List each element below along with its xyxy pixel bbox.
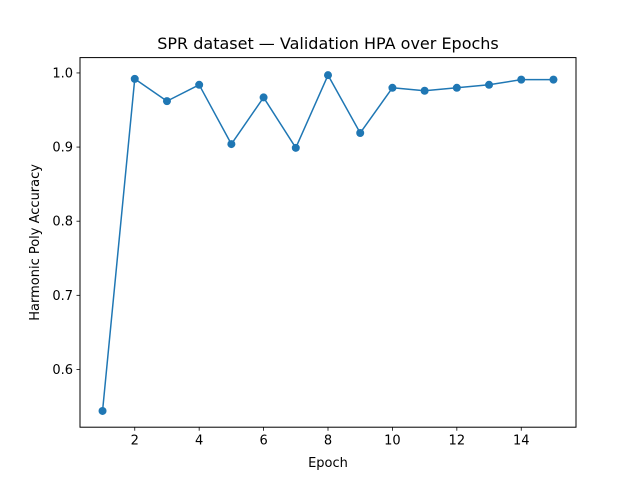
data-point [227, 140, 236, 149]
data-point [388, 83, 397, 92]
x-tick-label: 2 [131, 434, 139, 449]
data-point [98, 406, 107, 415]
data-point [162, 97, 171, 106]
data-point [195, 80, 204, 89]
ticks-layer: 2 4 6 8 10 12 14 0.6 0.7 0.8 0.9 1.0 [52, 66, 529, 448]
data-point [549, 75, 558, 84]
x-tick-label: 14 [513, 434, 530, 449]
data-point [356, 128, 365, 137]
x-tick-label: 6 [259, 434, 267, 449]
data-point [291, 143, 300, 152]
x-tick-label: 8 [324, 434, 332, 449]
data-point [452, 83, 461, 92]
data-point [420, 86, 429, 95]
y-tick-label: 0.6 [52, 363, 73, 378]
data-point [259, 93, 268, 102]
data-point [517, 75, 526, 84]
x-axis-label: Epoch [308, 456, 348, 471]
data-point [130, 74, 139, 83]
y-axis-label: Harmonic Poly Accuracy [28, 164, 43, 321]
data-point [324, 71, 332, 80]
chart-title: SPR dataset — Validation HPA over Epochs [157, 34, 499, 53]
x-tick-label: 4 [195, 434, 203, 449]
x-tick-label: 10 [384, 434, 401, 449]
series-layer [98, 71, 558, 415]
y-tick-label: 1.0 [52, 66, 73, 81]
data-point [485, 80, 494, 89]
y-tick-label: 0.7 [52, 289, 73, 304]
x-tick-label: 12 [449, 434, 466, 449]
y-tick-label: 0.9 [52, 141, 73, 156]
plot-frame [79, 57, 577, 428]
y-tick-label: 0.8 [52, 215, 73, 230]
